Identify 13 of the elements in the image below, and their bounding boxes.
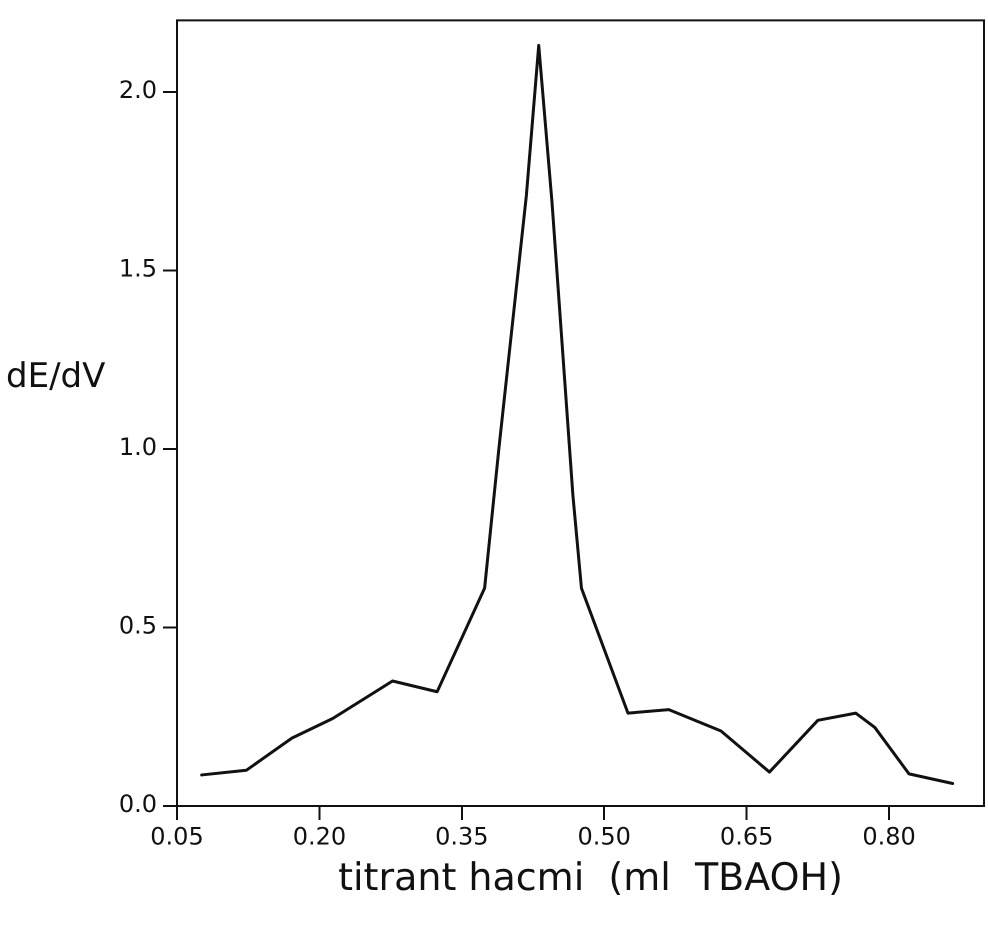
x-tick-label: 0.05 [150,822,204,851]
x-tick-label: 0.80 [862,822,916,851]
x-tick-label: 0.20 [292,822,346,851]
x-axis-title: titrant hacmi (ml TBAOH) [338,854,843,899]
y-tick-label: 0.5 [118,612,157,640]
y-tick-label: 2.0 [118,76,157,104]
x-tick-label: 0.50 [578,822,631,851]
y-axis-title: dE/dV [6,356,106,396]
y-tick-label: 1.5 [118,254,157,283]
x-tick-label: 0.65 [720,822,774,851]
y-tick-label: 1.0 [118,433,157,462]
y-tick-label: 0.0 [118,790,157,818]
x-tick-label: 0.35 [435,822,489,851]
